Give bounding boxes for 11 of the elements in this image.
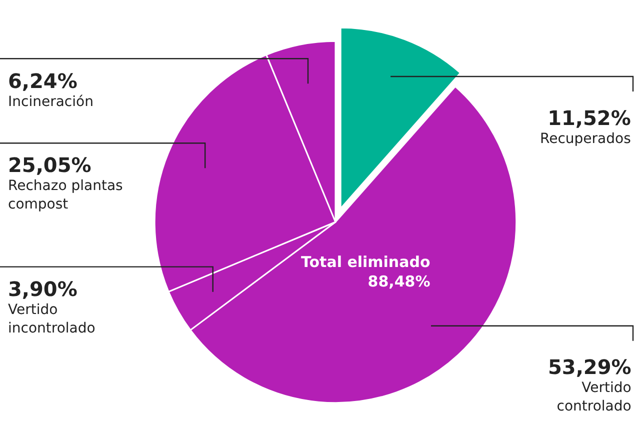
- data-label: 3,90%: [8, 277, 78, 301]
- data-label: 53,29%: [548, 355, 632, 379]
- slice-label: Recuperados: [540, 131, 631, 148]
- text: Total eliminado 88,48%: [301, 253, 430, 290]
- data-label: 11,52%: [548, 106, 631, 130]
- slice-label: Vertido controlado: [556, 380, 632, 414]
- data-label: 6,24%: [8, 69, 78, 93]
- data-label: 25,05%: [8, 153, 92, 177]
- slice-label: Rechazo plantas compost: [8, 178, 123, 212]
- slice-label: Vertido incontrolado: [8, 302, 96, 336]
- slice-label: Incineración: [8, 94, 94, 110]
